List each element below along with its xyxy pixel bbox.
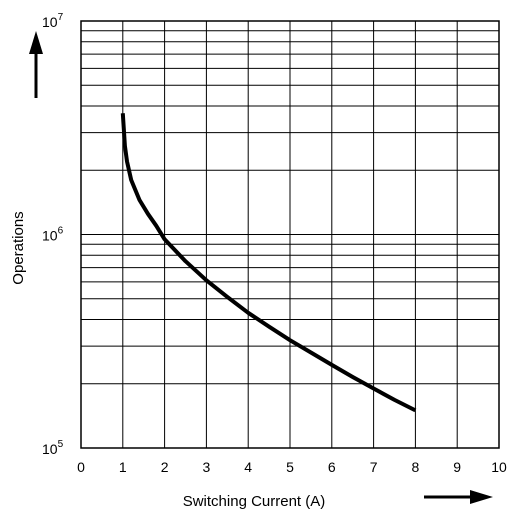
x-tick-label: 0 bbox=[77, 459, 85, 475]
x-axis-arrow bbox=[424, 490, 493, 504]
x-tick-label: 2 bbox=[161, 459, 169, 475]
x-tick-label: 7 bbox=[370, 459, 378, 475]
x-tick-label: 3 bbox=[203, 459, 211, 475]
plot-frame bbox=[80, 20, 500, 449]
x-axis-label: Switching Current (A) bbox=[183, 493, 326, 510]
x-tick-label: 10 bbox=[491, 459, 507, 475]
y-tick-label: 107 bbox=[42, 12, 64, 30]
x-tick-label: 1 bbox=[119, 459, 127, 475]
x-tick-labels: 0 1 2 3 4 5 6 7 8 9 10 bbox=[77, 459, 507, 475]
y-tick-label: 106 bbox=[42, 226, 64, 244]
x-tick-label: 6 bbox=[328, 459, 336, 475]
y-axis-label: Operations bbox=[10, 211, 27, 284]
x-tick-label: 5 bbox=[286, 459, 294, 475]
x-tick-label: 9 bbox=[453, 459, 461, 475]
grid bbox=[80, 20, 500, 449]
x-tick-label: 8 bbox=[412, 459, 420, 475]
y-tick-label: 105 bbox=[42, 439, 64, 457]
x-tick-label: 4 bbox=[244, 459, 252, 475]
operations-curve bbox=[120, 113, 417, 413]
y-tick-labels: 105 106 107 bbox=[42, 12, 64, 457]
y-axis-arrow bbox=[29, 31, 43, 98]
